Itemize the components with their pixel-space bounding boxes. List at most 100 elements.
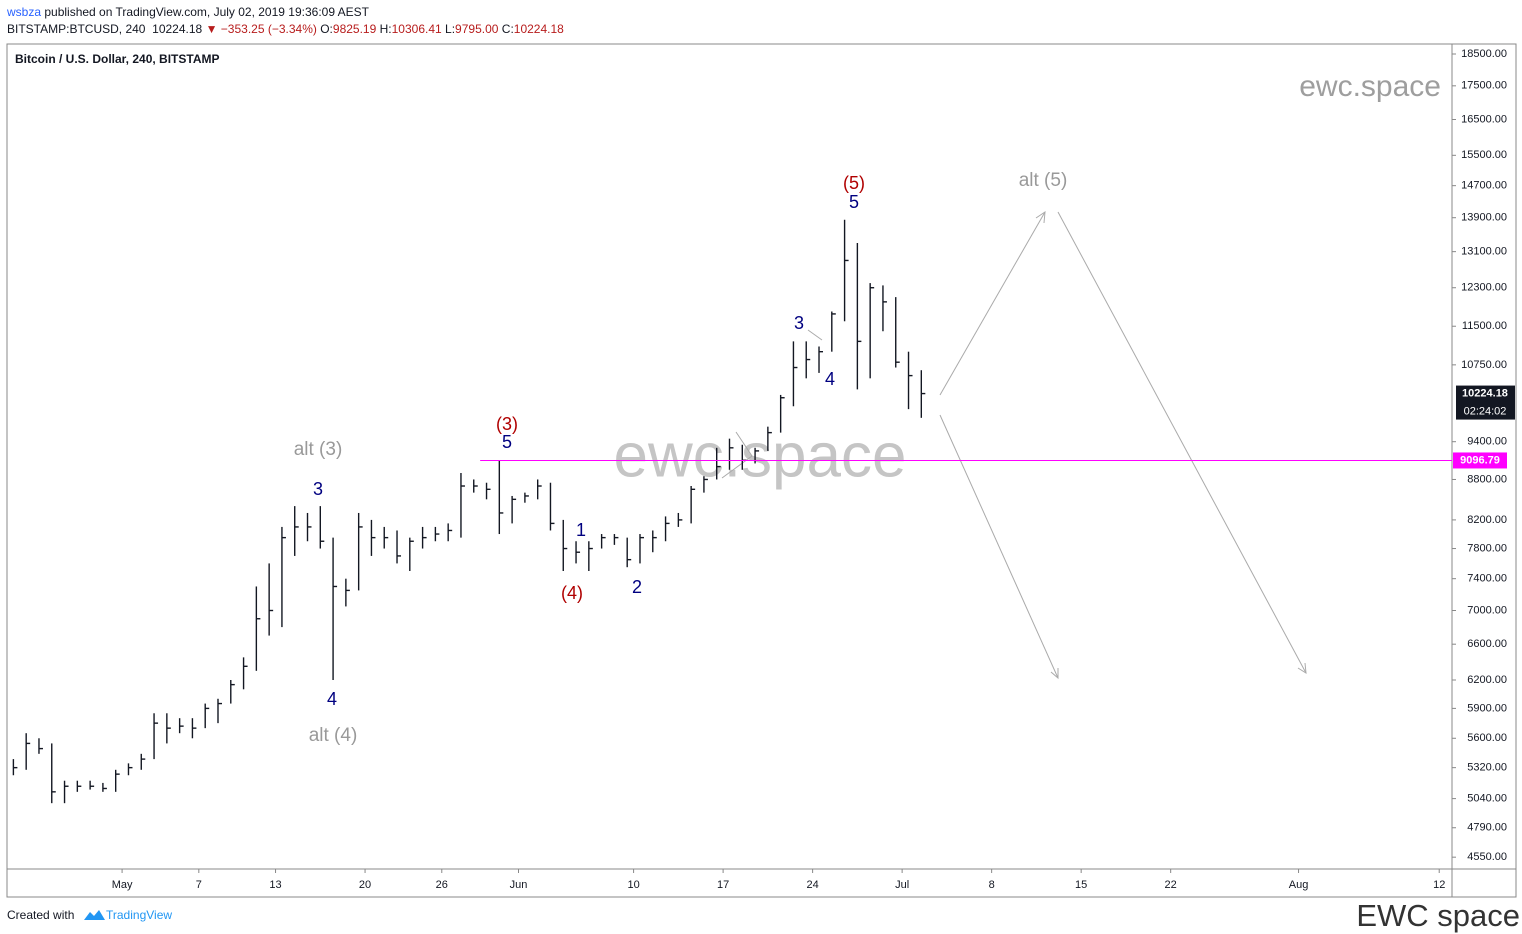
price-bar: [562, 519, 568, 571]
wave-label: 4: [825, 369, 835, 389]
price-bar: [38, 738, 43, 754]
wave-label: alt (3): [294, 439, 343, 460]
y-tick-label: 7000.00: [1467, 604, 1507, 616]
down-arrow: ▼: [205, 22, 218, 36]
arrow: [1057, 211, 1307, 674]
x-tick-label: 22: [1165, 879, 1177, 891]
wave-label: 4: [327, 689, 337, 709]
price-bar: [178, 718, 184, 734]
price-bar: [728, 438, 734, 470]
price-bar: [524, 492, 529, 503]
x-tick-label: May: [112, 879, 133, 891]
arrow: [939, 211, 1046, 396]
price-bar: [895, 297, 900, 368]
y-tick-label: 15500.00: [1461, 149, 1507, 161]
ohlc: O:9825.19 H:10306.41 L:9795.00 C:10224.1…: [320, 22, 567, 36]
wave-line: [807, 329, 823, 341]
x-tick-label: 12: [1433, 879, 1445, 891]
arrow: [939, 414, 1059, 679]
published: published on TradingView.com, July 02, 2…: [41, 5, 370, 19]
price-bar: [907, 351, 913, 410]
frame: [6, 43, 1517, 898]
price-bar: [140, 753, 146, 770]
ohlc-value: 10306.41: [391, 22, 442, 36]
wave-label: 5: [849, 192, 859, 212]
triangle-pattern: [721, 431, 753, 479]
price-bar: [588, 541, 593, 571]
ohlc-value: 10224.18: [513, 22, 564, 36]
price-bar: [242, 657, 248, 690]
price-bar: [600, 534, 606, 549]
arrow-head: [1035, 211, 1046, 224]
arrows: [721, 211, 1307, 680]
ohlc-value: 9825.19: [332, 22, 377, 36]
wave-label: (3): [496, 414, 518, 434]
price-bar: [306, 512, 312, 542]
ohlc-key: O:: [320, 22, 333, 36]
x-tick-label: 13: [269, 879, 281, 891]
price-bar: [882, 285, 887, 332]
price-bar: [716, 447, 721, 480]
price-bar: [677, 512, 683, 527]
y-tick-label: 5320.00: [1467, 762, 1507, 774]
wave-label: 3: [313, 479, 323, 499]
y-tick-label: 9400.00: [1467, 436, 1507, 448]
price-bar: [383, 526, 389, 549]
last: 10224.18: [152, 22, 203, 36]
price-bar: [191, 718, 197, 739]
price-bar: [920, 370, 926, 418]
x-tick-label: 20: [359, 879, 371, 891]
price-bar: [153, 713, 159, 760]
y-tick-label: 7400.00: [1467, 573, 1507, 585]
price-bar: [127, 763, 133, 776]
price-bar: [357, 512, 363, 591]
price-bar: [281, 526, 286, 628]
price-bar: [805, 341, 811, 379]
x-tick-label: Jul: [895, 879, 909, 891]
price-bar: [831, 311, 836, 352]
price-bar: [25, 733, 31, 770]
price-bar: [345, 578, 350, 607]
user[interactable]: wsbza: [7, 5, 42, 19]
price-bar: [639, 534, 644, 564]
price-bar: [613, 534, 619, 545]
arrow-head: [1297, 662, 1307, 674]
y-tick-label: 5600.00: [1467, 732, 1507, 744]
y-tick-label: 6200.00: [1467, 674, 1507, 686]
y-tick-label: 8800.00: [1467, 473, 1507, 485]
price-bar: [319, 506, 325, 549]
price-bar: [447, 523, 453, 542]
ohlc-value: 9795.00: [455, 22, 499, 36]
price-bar: [396, 530, 402, 564]
x-tick-label: 10: [627, 879, 639, 891]
tv-logo: [84, 910, 105, 920]
wave-label: alt (4): [309, 725, 358, 746]
y-tick-label: 4550.00: [1467, 851, 1507, 863]
price-bar: [102, 782, 107, 792]
x-tick-label: 15: [1075, 879, 1087, 891]
price-bar: [485, 482, 491, 500]
level-label: 9096.79: [1460, 454, 1500, 466]
x-tick-label: 24: [806, 879, 818, 891]
y-tick-label: 4790.00: [1467, 822, 1507, 834]
tradingview[interactable]: TradingView: [106, 908, 172, 922]
price-bar: [217, 698, 222, 724]
y-tick-label: 11500.00: [1462, 320, 1507, 332]
price-bar: [792, 341, 798, 407]
wave-label: 3: [794, 313, 804, 333]
price-bar: [767, 426, 772, 451]
level-box: [1453, 452, 1507, 469]
price-bar: [12, 759, 18, 776]
price-bar: [626, 537, 632, 568]
price-bar: [51, 743, 56, 804]
y-tick-label: 6600.00: [1467, 638, 1507, 650]
y-tick-label: 13100.00: [1461, 246, 1507, 258]
price-bar: [230, 679, 235, 704]
wave-label: 5: [502, 432, 512, 452]
y-tick-label: 18500.00: [1461, 48, 1507, 60]
price-bar: [294, 506, 299, 556]
price-bar: [818, 346, 824, 373]
y-tick-label: 16500.00: [1461, 113, 1507, 125]
price-bar: [536, 479, 542, 500]
